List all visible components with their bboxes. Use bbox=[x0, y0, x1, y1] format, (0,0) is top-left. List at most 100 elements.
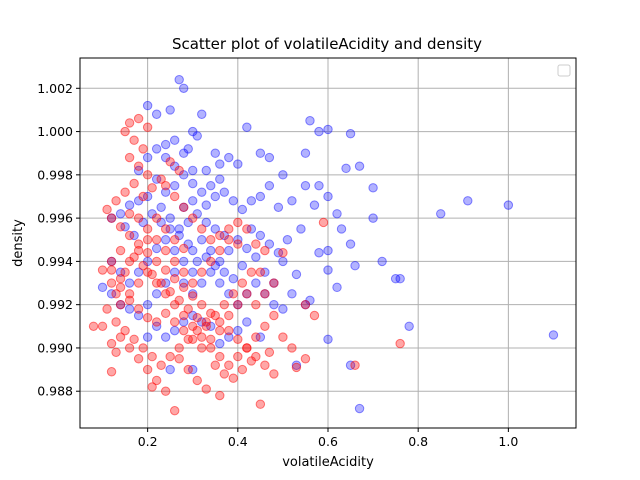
data-point bbox=[160, 289, 171, 299]
data-point bbox=[201, 317, 211, 327]
data-point bbox=[179, 267, 189, 277]
data-point bbox=[188, 291, 198, 301]
data-point bbox=[548, 330, 559, 340]
data-point bbox=[309, 310, 320, 321]
data-point bbox=[210, 310, 220, 321]
data-point bbox=[273, 202, 284, 213]
data-point bbox=[210, 224, 220, 234]
data-point bbox=[201, 165, 211, 176]
data-point bbox=[215, 325, 225, 336]
data-point bbox=[197, 332, 207, 342]
data-point bbox=[368, 213, 378, 223]
data-point bbox=[255, 267, 266, 277]
data-point bbox=[354, 403, 365, 414]
data-point bbox=[206, 343, 216, 353]
data-point bbox=[197, 267, 207, 277]
data-point bbox=[188, 267, 198, 277]
data-point bbox=[251, 278, 261, 288]
data-point bbox=[151, 256, 162, 267]
data-point bbox=[160, 245, 171, 256]
data-point bbox=[111, 196, 121, 206]
data-point bbox=[142, 170, 153, 180]
data-point bbox=[179, 148, 189, 158]
data-point bbox=[111, 289, 121, 299]
data-point bbox=[251, 332, 261, 342]
data-point bbox=[160, 187, 171, 197]
y-tick-label: 1.002 bbox=[37, 81, 73, 96]
data-point bbox=[287, 196, 297, 206]
data-point bbox=[224, 152, 234, 163]
data-point bbox=[251, 299, 261, 310]
data-point bbox=[291, 269, 302, 280]
data-point bbox=[215, 245, 225, 256]
data-point bbox=[354, 161, 365, 171]
data-point bbox=[106, 213, 117, 223]
data-point bbox=[345, 239, 356, 249]
data-point bbox=[255, 148, 266, 158]
data-point bbox=[188, 165, 198, 176]
data-point bbox=[215, 256, 225, 267]
data-point bbox=[228, 274, 239, 284]
data-point bbox=[165, 105, 175, 115]
data-point bbox=[169, 235, 180, 245]
data-point bbox=[210, 191, 220, 202]
data-point bbox=[215, 390, 225, 401]
data-point bbox=[206, 334, 216, 344]
data-point bbox=[169, 267, 180, 277]
x-tick-label: 0.4 bbox=[228, 434, 248, 449]
data-point bbox=[142, 364, 153, 375]
y-tick-label: 0.992 bbox=[37, 297, 73, 312]
data-point bbox=[151, 317, 162, 327]
data-point bbox=[138, 343, 148, 353]
data-point bbox=[332, 209, 342, 219]
chart-title: Scatter plot of volatileAcidity and dens… bbox=[172, 35, 482, 53]
data-point bbox=[142, 312, 153, 323]
data-point bbox=[224, 360, 234, 370]
data-point bbox=[133, 213, 144, 223]
data-point bbox=[215, 159, 225, 169]
data-point bbox=[237, 364, 248, 375]
data-point bbox=[233, 239, 243, 249]
data-point bbox=[264, 239, 275, 249]
data-point bbox=[156, 278, 166, 288]
data-point bbox=[133, 113, 144, 124]
data-point bbox=[156, 174, 166, 184]
data-point bbox=[251, 252, 261, 262]
data-point bbox=[133, 310, 144, 321]
data-point bbox=[345, 129, 356, 139]
data-point bbox=[129, 178, 139, 189]
data-point bbox=[206, 180, 216, 191]
data-point bbox=[404, 321, 414, 331]
data-point bbox=[169, 317, 180, 327]
data-point bbox=[188, 310, 198, 321]
data-point bbox=[174, 74, 184, 85]
data-point bbox=[503, 200, 514, 210]
data-point bbox=[124, 209, 135, 219]
data-point bbox=[260, 289, 270, 299]
data-point bbox=[106, 338, 117, 349]
data-point bbox=[291, 362, 302, 373]
data-point bbox=[97, 282, 108, 293]
data-point bbox=[215, 338, 225, 349]
data-point bbox=[350, 360, 360, 370]
data-point bbox=[201, 217, 211, 228]
data-point bbox=[188, 278, 198, 288]
data-point bbox=[228, 373, 239, 383]
data-point bbox=[233, 325, 243, 336]
data-point bbox=[102, 304, 112, 314]
data-point bbox=[151, 375, 162, 386]
data-point bbox=[300, 299, 311, 310]
data-point bbox=[206, 308, 216, 319]
data-point bbox=[246, 356, 257, 366]
data-point bbox=[179, 310, 189, 321]
data-point bbox=[142, 267, 153, 277]
data-point bbox=[314, 126, 324, 137]
data-point bbox=[169, 325, 180, 336]
data-point bbox=[115, 209, 126, 219]
y-tick-label: 0.994 bbox=[37, 254, 73, 269]
data-point bbox=[201, 384, 211, 394]
data-point bbox=[233, 299, 243, 310]
data-point bbox=[133, 245, 144, 256]
data-point bbox=[341, 163, 351, 174]
